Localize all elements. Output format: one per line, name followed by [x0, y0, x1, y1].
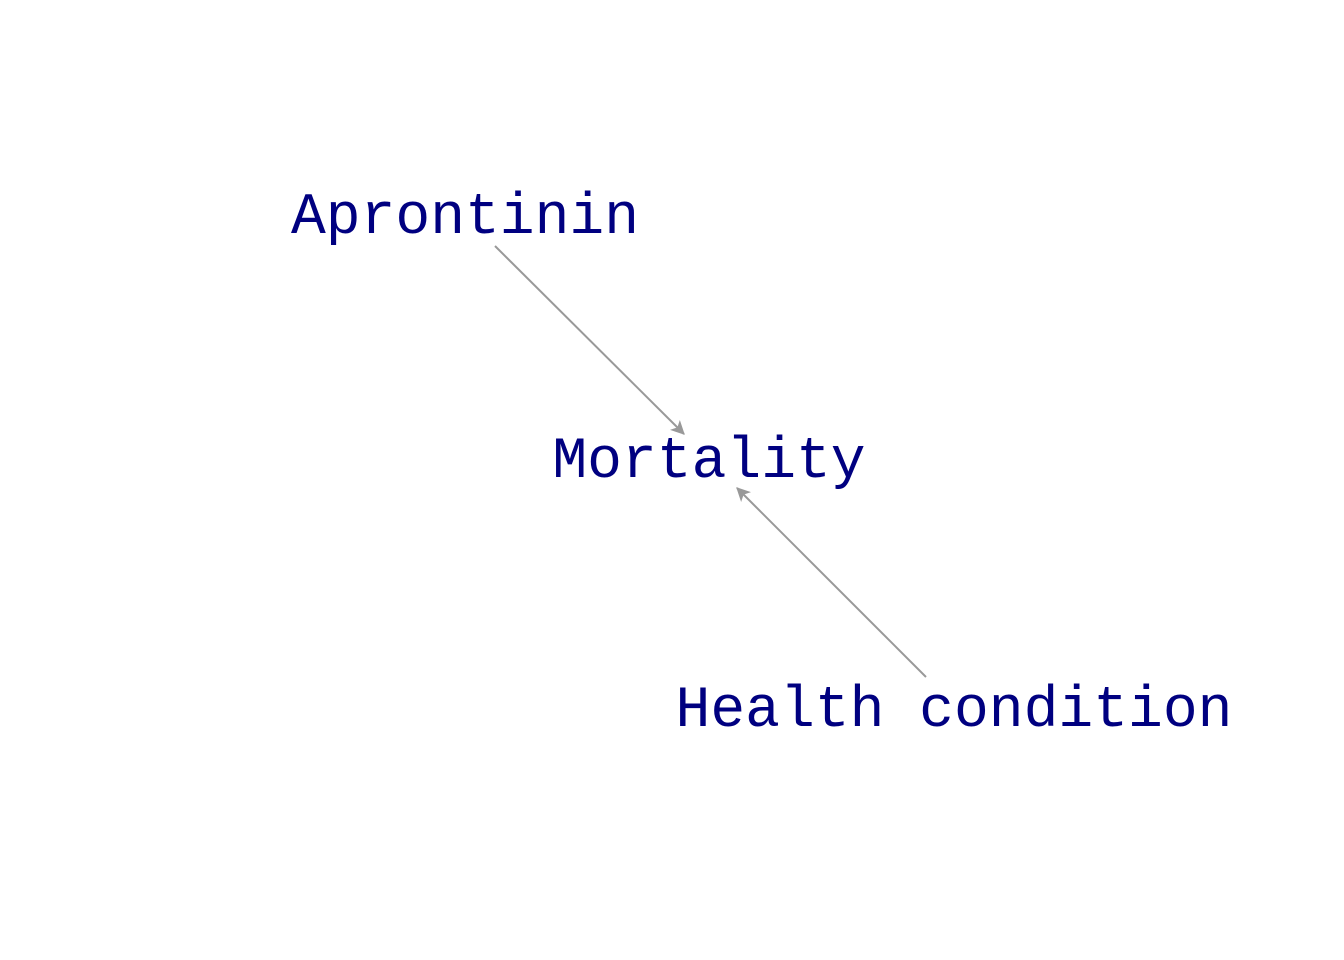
edge-aprontinin-to-mortality [494, 245, 685, 435]
edges [494, 245, 927, 678]
node-health-condition: Health condition [676, 679, 1233, 744]
edge-health-condition-to-mortality [736, 487, 927, 678]
node-aprontinin: Aprontinin [291, 186, 639, 251]
nodes: Aprontinin Mortality Health condition [291, 186, 1232, 744]
node-mortality: Mortality [552, 430, 865, 495]
